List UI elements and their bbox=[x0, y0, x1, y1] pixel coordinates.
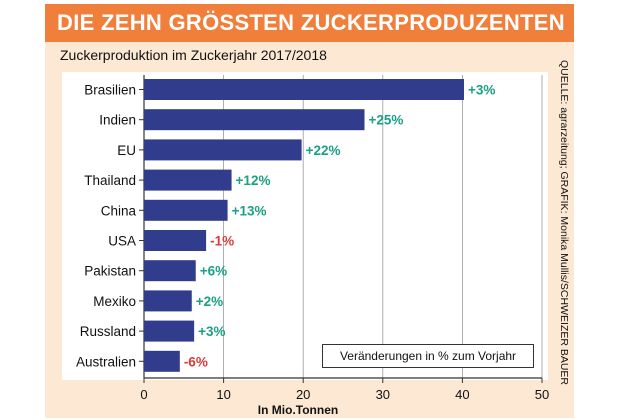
category-label: China bbox=[101, 203, 137, 218]
change-label: +12% bbox=[236, 173, 271, 188]
bar bbox=[144, 230, 207, 251]
change-label: +13% bbox=[232, 203, 267, 218]
chart-subtitle: Zuckerproduktion im Zuckerjahr 2017/2018 bbox=[60, 47, 327, 63]
x-tick-label: 50 bbox=[535, 387, 549, 402]
x-tick-label: 20 bbox=[296, 387, 310, 402]
change-label: +25% bbox=[368, 113, 403, 128]
legend-note: Veränderungen in % zum Vorjahr bbox=[322, 344, 534, 368]
category-label: Brasilien bbox=[84, 83, 136, 98]
bar bbox=[144, 199, 228, 221]
change-label: +6% bbox=[200, 264, 227, 279]
change-label: -6% bbox=[184, 354, 208, 369]
change-label: -1% bbox=[210, 234, 234, 249]
bar bbox=[144, 290, 192, 312]
category-label: Mexiko bbox=[93, 294, 136, 309]
bar bbox=[144, 320, 195, 342]
category-label: USA bbox=[108, 234, 136, 249]
page-title: DIE ZEHN GRÖSSTEN ZUCKERPRODUZENTEN bbox=[45, 4, 574, 42]
bar bbox=[144, 79, 464, 100]
category-label: Russland bbox=[80, 324, 136, 339]
bar bbox=[144, 260, 196, 282]
change-label: +2% bbox=[196, 294, 223, 309]
change-label: +22% bbox=[306, 143, 341, 158]
category-label: Australien bbox=[76, 354, 136, 369]
bar bbox=[144, 109, 365, 131]
category-label: Indien bbox=[99, 113, 136, 128]
x-tick-label: 40 bbox=[455, 387, 469, 402]
x-axis-label: In Mio.Tonnen bbox=[258, 403, 338, 417]
change-label: +3% bbox=[198, 324, 225, 339]
category-label: Pakistan bbox=[84, 264, 136, 279]
bar bbox=[144, 169, 232, 191]
x-tick-label: 10 bbox=[216, 387, 230, 402]
bar bbox=[144, 139, 302, 161]
category-label: EU bbox=[117, 143, 136, 158]
x-tick-label: 0 bbox=[140, 387, 147, 402]
category-label: Thailand bbox=[84, 173, 136, 188]
bar bbox=[144, 350, 180, 372]
x-tick-label: 30 bbox=[376, 387, 390, 402]
source-credit: QUELLE: agrarzeitung; GRAFIK: Monika Mul… bbox=[558, 60, 570, 386]
change-label: +3% bbox=[468, 83, 495, 98]
